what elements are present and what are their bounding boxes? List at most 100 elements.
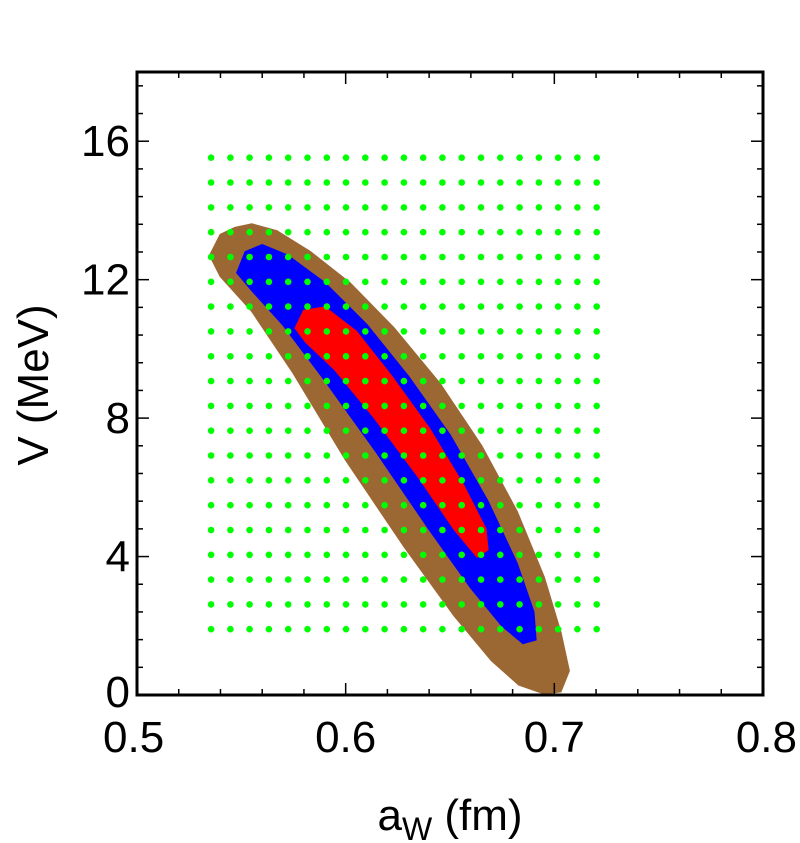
grid-point bbox=[554, 278, 562, 286]
grid-point bbox=[419, 303, 427, 310]
contour-regions bbox=[208, 223, 570, 695]
grid-point bbox=[265, 377, 273, 385]
grid-point bbox=[304, 551, 311, 559]
grid-point bbox=[362, 253, 369, 261]
grid-point bbox=[265, 427, 273, 435]
grid-point bbox=[342, 576, 350, 583]
grid-point bbox=[593, 501, 600, 509]
grid-point bbox=[574, 551, 581, 559]
grid-point bbox=[400, 427, 408, 435]
grid-point bbox=[554, 353, 562, 360]
x-axis-label-rest: (fm) bbox=[432, 791, 522, 840]
grid-point bbox=[593, 402, 600, 410]
grid-point bbox=[477, 576, 485, 583]
grid-point bbox=[593, 477, 600, 484]
grid-point bbox=[535, 228, 543, 236]
grid-point bbox=[381, 501, 388, 509]
grid-point bbox=[246, 551, 253, 559]
x-axis-label-sub: W bbox=[402, 811, 433, 843]
grid-point bbox=[419, 328, 427, 335]
grid-point bbox=[419, 228, 427, 236]
grid-point bbox=[593, 526, 600, 534]
grid-point bbox=[516, 601, 523, 608]
grid-point bbox=[400, 204, 408, 211]
grid-point bbox=[323, 328, 331, 335]
grid-point bbox=[381, 253, 388, 261]
grid-point bbox=[439, 551, 446, 559]
grid-point bbox=[284, 328, 292, 335]
grid-point bbox=[304, 179, 311, 186]
grid-point bbox=[535, 576, 543, 583]
grid-point bbox=[419, 154, 427, 161]
grid-point bbox=[342, 601, 350, 608]
grid-point bbox=[458, 154, 466, 161]
grid-point bbox=[535, 204, 543, 211]
grid-point bbox=[342, 204, 350, 211]
grid-point bbox=[516, 402, 523, 410]
x-tick-labels: 0.5 0.6 0.7 0.8 bbox=[103, 713, 797, 762]
grid-point bbox=[246, 601, 253, 608]
grid-point bbox=[207, 625, 215, 633]
grid-point bbox=[400, 303, 408, 310]
grid-point bbox=[477, 477, 485, 484]
grid-point bbox=[246, 154, 253, 161]
grid-point bbox=[323, 179, 331, 186]
grid-point bbox=[227, 328, 234, 335]
grid-point bbox=[554, 477, 562, 484]
grid-point bbox=[458, 328, 466, 335]
y-tick-label: 4 bbox=[106, 533, 130, 582]
grid-point bbox=[554, 179, 562, 186]
grid-point bbox=[304, 228, 311, 236]
grid-point bbox=[227, 253, 234, 261]
grid-point bbox=[227, 402, 234, 410]
grid-points bbox=[207, 154, 600, 633]
grid-point bbox=[516, 526, 523, 534]
grid-point bbox=[516, 204, 523, 211]
grid-point bbox=[381, 353, 388, 360]
grid-point bbox=[439, 501, 446, 509]
grid-point bbox=[419, 253, 427, 261]
grid-point bbox=[516, 328, 523, 335]
grid-point bbox=[342, 477, 350, 484]
grid-point bbox=[323, 303, 331, 310]
grid-point bbox=[323, 228, 331, 236]
grid-point bbox=[458, 625, 466, 633]
grid-point bbox=[304, 353, 311, 360]
grid-point bbox=[362, 228, 369, 236]
grid-point bbox=[284, 253, 292, 261]
grid-point bbox=[265, 228, 273, 236]
grid-point bbox=[284, 551, 292, 559]
grid-point bbox=[227, 228, 234, 236]
grid-point bbox=[477, 228, 485, 236]
grid-point bbox=[439, 477, 446, 484]
grid-point bbox=[458, 179, 466, 186]
grid-point bbox=[227, 601, 234, 608]
grid-point bbox=[458, 228, 466, 236]
grid-point bbox=[554, 402, 562, 410]
grid-point bbox=[593, 204, 600, 211]
grid-point bbox=[400, 625, 408, 633]
grid-point bbox=[342, 551, 350, 559]
grid-point bbox=[419, 353, 427, 360]
grid-point bbox=[265, 625, 273, 633]
grid-point bbox=[535, 551, 543, 559]
grid-point bbox=[497, 377, 504, 385]
grid-point bbox=[593, 576, 600, 583]
grid-point bbox=[207, 576, 215, 583]
grid-point bbox=[381, 228, 388, 236]
grid-point bbox=[554, 452, 562, 459]
grid-point bbox=[400, 452, 408, 459]
grid-point bbox=[574, 154, 581, 161]
grid-point bbox=[458, 452, 466, 459]
grid-point bbox=[284, 625, 292, 633]
grid-point bbox=[477, 253, 485, 261]
grid-point bbox=[323, 625, 331, 633]
grid-point bbox=[227, 303, 234, 310]
grid-point bbox=[535, 353, 543, 360]
grid-point bbox=[439, 402, 446, 410]
grid-point bbox=[246, 526, 253, 534]
grid-point bbox=[207, 526, 215, 534]
grid-point bbox=[554, 427, 562, 435]
grid-point bbox=[554, 526, 562, 534]
